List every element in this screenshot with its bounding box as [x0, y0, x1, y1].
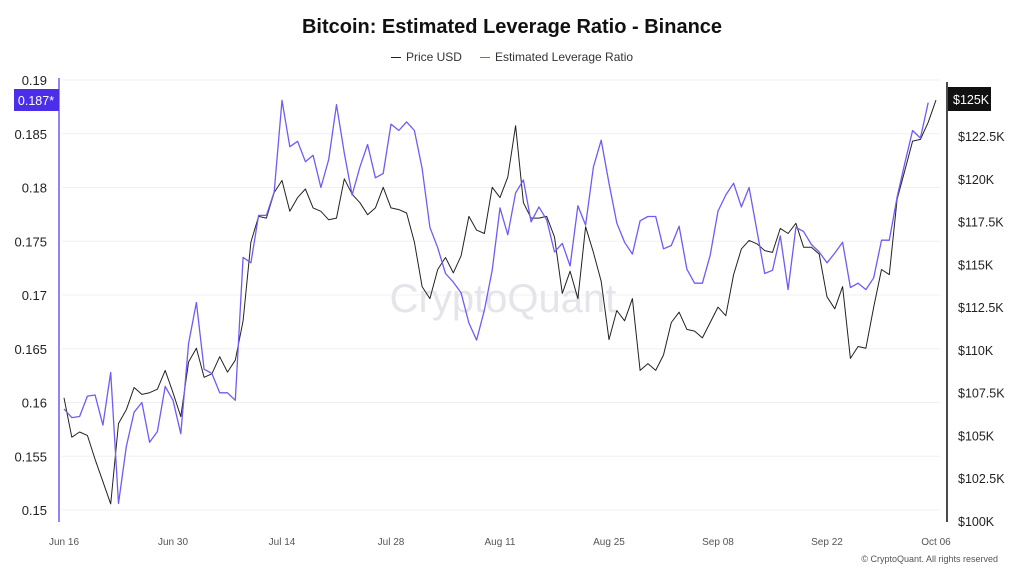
price-series	[63, 99, 937, 505]
legend-swatch-leverage	[479, 56, 490, 58]
y-left-tick-label: 0.175	[14, 234, 47, 249]
y-right-tick-label: $105K	[958, 429, 995, 443]
watermark-logo: CryptoQuant	[390, 277, 617, 321]
legend-label-leverage: Estimated Leverage Ratio	[494, 50, 634, 64]
x-tick-label: Sep 22	[811, 537, 843, 548]
current-price-badge	[948, 87, 991, 111]
leverage-series	[63, 99, 929, 505]
y-left-tick-label: 0.165	[14, 342, 47, 357]
x-tick-label: Jul 14	[269, 537, 296, 548]
y-right-tick-label: $115K	[958, 258, 994, 272]
x-tick-label: Jun 30	[158, 537, 188, 548]
x-tick-label: Jul 28	[378, 537, 405, 548]
y-left-tick-label: 0.155	[14, 449, 47, 464]
y-right-tick-label: $102.5K	[958, 472, 1005, 486]
legend-item-price[interactable]: Price USD	[390, 50, 462, 64]
y-left-tick-label: 0.18	[22, 181, 47, 196]
current-price-value: $125K	[953, 93, 990, 107]
legend-swatch-price	[390, 56, 401, 58]
y-left-tick-label: 0.15	[22, 503, 47, 518]
current-leverage-badge	[14, 89, 59, 111]
y-right-tick-label: $122.5K	[958, 130, 1005, 144]
x-tick-label: Jun 16	[49, 537, 79, 548]
y-left-tick-label: 0.17	[22, 288, 47, 303]
x-tick-label: Sep 08	[702, 537, 734, 548]
x-tick-label: Aug 25	[593, 537, 625, 548]
leverage-line	[63, 99, 929, 505]
y-left-tick-label: 0.19	[22, 73, 47, 88]
copyright-footer: © CryptoQuant. All rights reserved	[861, 554, 998, 564]
y-right-tick-label: $112.5K	[958, 301, 1004, 315]
y-right-tick-label: $117.5K	[958, 216, 1004, 230]
legend-label-price: Price USD	[405, 50, 462, 64]
y-right-tick-label: $120K	[958, 173, 995, 187]
legend: Price USD Estimated Leverage Ratio	[0, 50, 1024, 64]
y-right-tick-label: $107.5K	[958, 387, 1005, 401]
current-leverage-value: 0.187*	[18, 94, 54, 108]
y-left-tick-label: 0.16	[22, 396, 47, 411]
chart-title: Bitcoin: Estimated Leverage Ratio - Bina…	[301, 16, 723, 38]
y-right-tick-label: $100K	[958, 515, 995, 529]
legend-item-leverage[interactable]: Estimated Leverage Ratio	[479, 50, 634, 64]
y-left-tick-label: 0.185	[14, 127, 47, 142]
x-tick-label: Aug 11	[485, 537, 516, 548]
y-right-tick-label: $110K	[958, 344, 994, 358]
x-tick-label: Oct 06	[921, 537, 951, 548]
